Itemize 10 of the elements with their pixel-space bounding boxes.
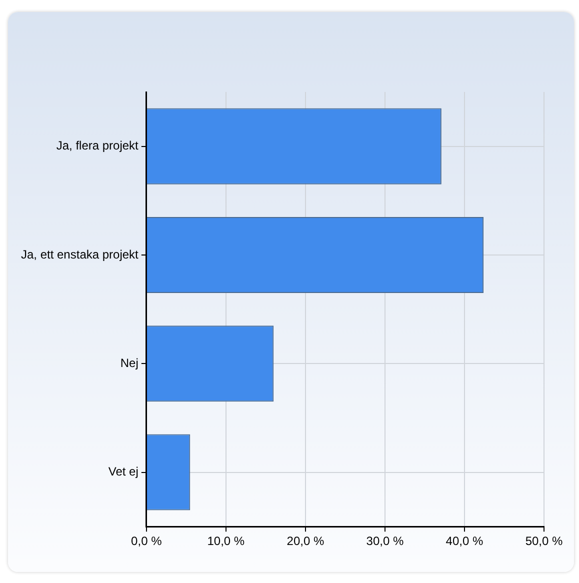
x-tick-label: 10,0 % xyxy=(207,534,245,548)
y-tick-label: Vet ej xyxy=(108,464,138,479)
x-tick-label: 0,0 % xyxy=(131,534,162,548)
y-tick-label: Ja, flera projekt xyxy=(56,138,140,153)
x-tick-label: 30,0 % xyxy=(366,534,404,548)
x-tick-label: 50,0 % xyxy=(525,534,564,548)
x-tick-label: 40,0 % xyxy=(446,534,484,548)
y-tick-label: Nej xyxy=(120,356,138,370)
y-tick-label: Ja, ett enstaka projekt xyxy=(20,247,140,262)
x-tick-label: 20,0 % xyxy=(286,534,324,548)
